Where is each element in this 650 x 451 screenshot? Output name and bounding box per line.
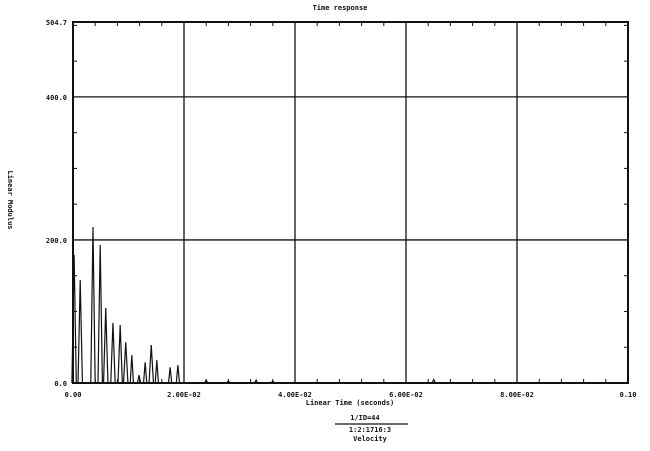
peak	[148, 345, 155, 384]
y-tick-label: 200.0	[46, 237, 67, 245]
y-tick-label: 0.0	[54, 380, 67, 388]
x-axis-label: Linear Time (seconds)	[306, 399, 395, 407]
peak	[110, 322, 116, 384]
tick-labels: 0.00 2.00E-02 4.00E-02 6.00E-02 8.00E-02 0.10…	[46, 19, 637, 399]
x-tick-label: 2.00E-02	[167, 391, 201, 399]
peak	[154, 360, 160, 384]
peak	[226, 379, 231, 384]
x-tick-label: 0.00	[65, 391, 82, 399]
peak	[129, 355, 135, 384]
y-tick-label: 400.0	[46, 94, 67, 102]
peak	[122, 342, 129, 384]
peak	[254, 378, 259, 384]
y-axis-label: Linear Modulus	[6, 170, 14, 229]
x-tick-label: 8.00E-02	[500, 391, 534, 399]
x-tick-label: 6.00E-02	[389, 391, 423, 399]
peak	[90, 227, 96, 384]
footer-quantity: Velocity	[353, 435, 388, 443]
series-velocity	[71, 227, 436, 384]
peak	[97, 244, 103, 384]
plot-frame	[72, 21, 629, 384]
x-tick-label: 4.00E-02	[278, 391, 312, 399]
peak	[270, 379, 275, 384]
peak	[117, 325, 123, 384]
peak	[102, 307, 109, 384]
peak	[431, 377, 436, 384]
peak	[175, 365, 181, 384]
peak	[204, 378, 209, 384]
chart-title: Time response	[313, 4, 368, 12]
peak	[142, 362, 148, 384]
peak	[167, 367, 173, 384]
peak	[71, 254, 77, 384]
peak	[77, 279, 84, 384]
footer-trace: 1:2:1716:3	[349, 426, 391, 434]
peak	[136, 375, 142, 384]
y-tick-label: 504.7	[46, 19, 67, 27]
footer-id: 1/ID=44	[350, 414, 380, 422]
x-tick-label: 0.10	[620, 391, 637, 399]
grid	[72, 21, 629, 384]
